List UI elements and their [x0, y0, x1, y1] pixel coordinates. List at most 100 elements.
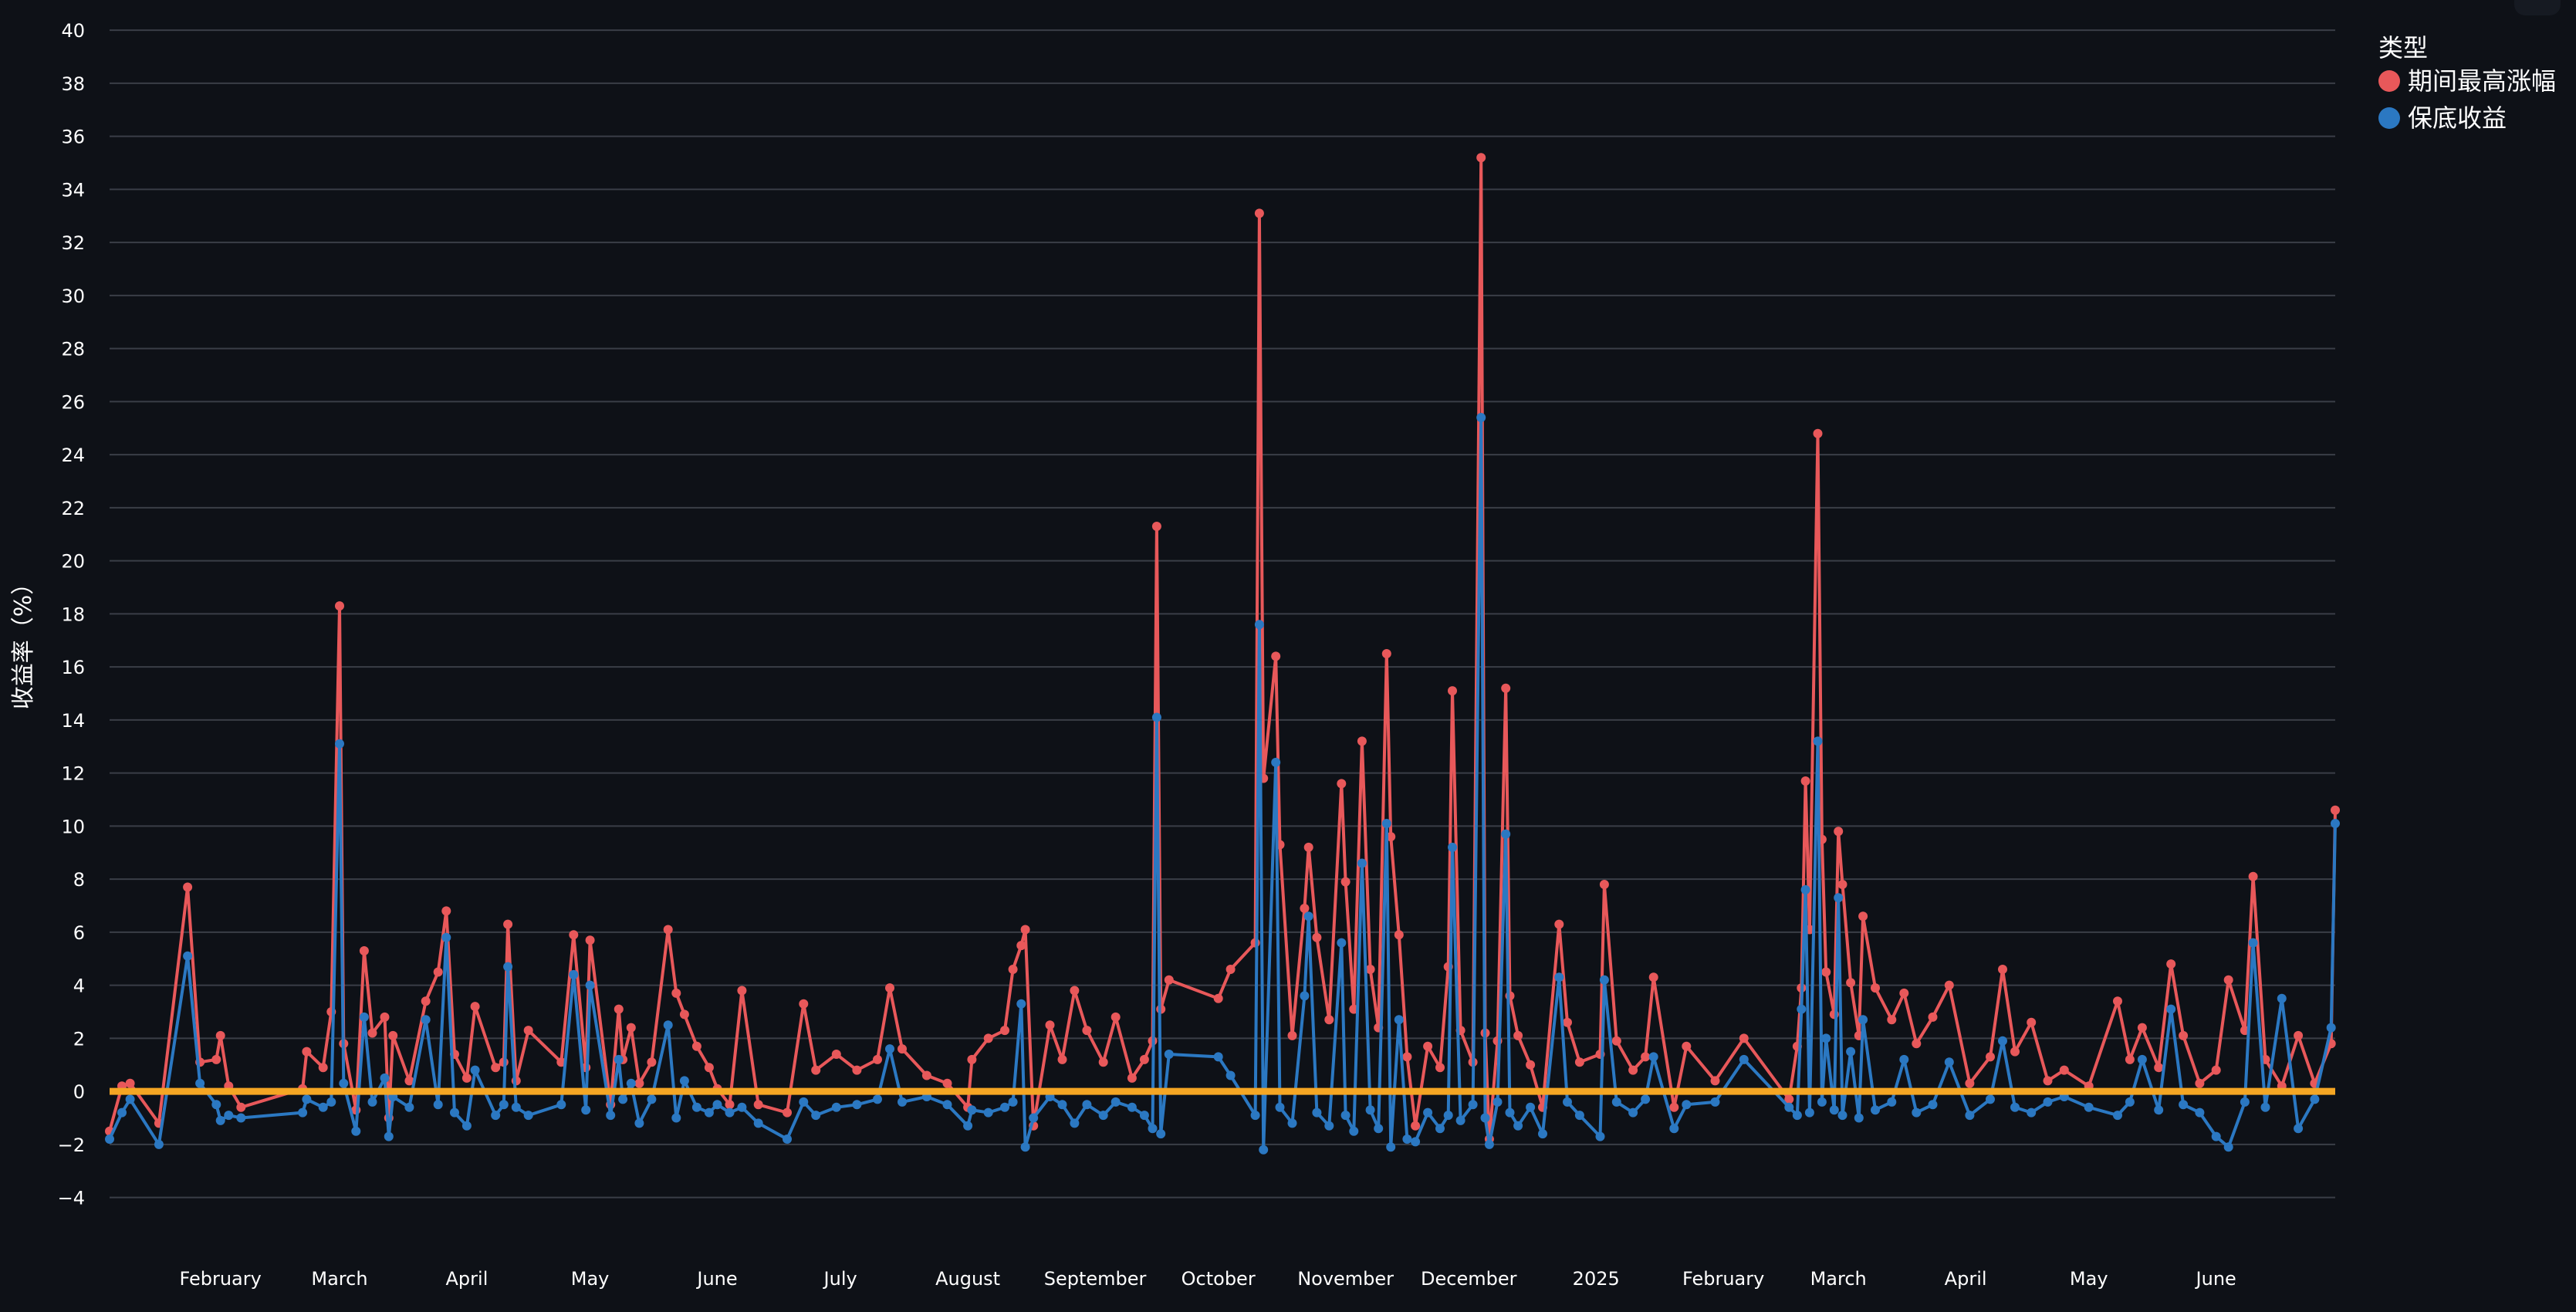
- data-point[interactable]: [1259, 1145, 1269, 1155]
- data-point[interactable]: [942, 1100, 952, 1110]
- data-point[interactable]: [359, 1012, 369, 1022]
- data-point[interactable]: [1164, 1050, 1174, 1059]
- data-point[interactable]: [852, 1100, 862, 1110]
- data-point[interactable]: [2010, 1102, 2020, 1112]
- data-point[interactable]: [195, 1078, 205, 1088]
- data-point[interactable]: [1986, 1094, 1995, 1104]
- data-point[interactable]: [1381, 819, 1391, 828]
- chart-menu-button[interactable]: [2514, 0, 2561, 15]
- data-point[interactable]: [1151, 712, 1161, 722]
- data-point[interactable]: [1127, 1102, 1137, 1112]
- data-point[interactable]: [1628, 1107, 1638, 1118]
- data-point[interactable]: [1312, 932, 1322, 942]
- data-point[interactable]: [1476, 413, 1486, 422]
- data-point[interactable]: [1858, 911, 1868, 921]
- data-point[interactable]: [318, 1102, 328, 1112]
- data-point[interactable]: [1595, 1131, 1605, 1141]
- data-point[interactable]: [1435, 1063, 1445, 1073]
- data-point[interactable]: [1846, 978, 1856, 988]
- data-point[interactable]: [2223, 1142, 2233, 1152]
- data-point[interactable]: [1912, 1107, 1922, 1118]
- data-point[interactable]: [1669, 1124, 1679, 1134]
- data-point[interactable]: [388, 1030, 398, 1040]
- data-point[interactable]: [380, 1012, 390, 1022]
- data-point[interactable]: [831, 1050, 841, 1059]
- data-point[interactable]: [783, 1134, 792, 1144]
- data-point[interactable]: [614, 1054, 624, 1064]
- data-point[interactable]: [1784, 1102, 1794, 1112]
- data-point[interactable]: [1480, 1113, 1490, 1123]
- data-point[interactable]: [2248, 871, 2258, 881]
- data-point[interactable]: [1127, 1073, 1137, 1083]
- data-point[interactable]: [384, 1131, 394, 1141]
- data-point[interactable]: [2248, 938, 2258, 948]
- data-point[interactable]: [1476, 153, 1486, 163]
- data-point[interactable]: [1448, 842, 1457, 852]
- data-point[interactable]: [1554, 972, 1564, 982]
- data-point[interactable]: [1899, 1054, 1909, 1064]
- data-point[interactable]: [1287, 1030, 1297, 1040]
- data-point[interactable]: [1402, 1052, 1412, 1062]
- data-point[interactable]: [1710, 1076, 1720, 1086]
- data-point[interactable]: [1513, 1121, 1523, 1131]
- data-point[interactable]: [1386, 832, 1396, 842]
- data-point[interactable]: [1800, 884, 1810, 894]
- data-point[interactable]: [1912, 1039, 1922, 1049]
- data-point[interactable]: [885, 983, 894, 993]
- data-point[interactable]: [1682, 1100, 1692, 1110]
- data-point[interactable]: [873, 1094, 882, 1104]
- data-point[interactable]: [1287, 1118, 1297, 1128]
- data-point[interactable]: [1254, 620, 1264, 630]
- data-point[interactable]: [1998, 1036, 2007, 1046]
- data-point[interactable]: [1057, 1100, 1067, 1110]
- data-point[interactable]: [2179, 1030, 2189, 1040]
- data-point[interactable]: [2195, 1107, 2205, 1118]
- data-point[interactable]: [1505, 1107, 1515, 1118]
- data-point[interactable]: [799, 999, 809, 1009]
- data-point[interactable]: [967, 1105, 977, 1115]
- data-point[interactable]: [211, 1054, 221, 1064]
- data-point[interactable]: [2277, 993, 2287, 1003]
- data-point[interactable]: [1365, 965, 1375, 974]
- data-point[interactable]: [1070, 986, 1080, 996]
- data-point[interactable]: [2027, 1017, 2037, 1027]
- data-point[interactable]: [712, 1100, 722, 1110]
- data-point[interactable]: [491, 1063, 501, 1073]
- data-point[interactable]: [1381, 649, 1391, 658]
- data-point[interactable]: [704, 1107, 714, 1118]
- data-point[interactable]: [963, 1121, 973, 1131]
- data-point[interactable]: [1599, 975, 1609, 985]
- data-point[interactable]: [154, 1139, 164, 1149]
- data-point[interactable]: [1944, 1057, 1954, 1067]
- data-point[interactable]: [1020, 1142, 1030, 1152]
- data-point[interactable]: [2125, 1097, 2135, 1107]
- data-point[interactable]: [1000, 1026, 1009, 1036]
- data-point[interactable]: [421, 996, 431, 1006]
- data-point[interactable]: [1111, 1012, 1121, 1022]
- data-point[interactable]: [1871, 1105, 1880, 1115]
- data-point[interactable]: [359, 946, 369, 955]
- data-point[interactable]: [1821, 1033, 1831, 1043]
- data-point[interactable]: [2154, 1063, 2164, 1073]
- data-point[interactable]: [1899, 988, 1909, 998]
- data-point[interactable]: [1070, 1118, 1080, 1128]
- data-point[interactable]: [1501, 683, 1511, 693]
- data-point[interactable]: [2137, 1054, 2147, 1064]
- data-point[interactable]: [499, 1100, 509, 1110]
- data-point[interactable]: [811, 1111, 821, 1121]
- data-point[interactable]: [1300, 904, 1310, 913]
- data-point[interactable]: [404, 1102, 414, 1112]
- data-point[interactable]: [1423, 1107, 1433, 1118]
- data-point[interactable]: [2294, 1124, 2304, 1134]
- data-point[interactable]: [1139, 1111, 1149, 1121]
- data-point[interactable]: [1887, 1015, 1897, 1025]
- data-point[interactable]: [885, 1044, 894, 1054]
- data-point[interactable]: [1340, 877, 1351, 887]
- data-point[interactable]: [753, 1100, 763, 1110]
- data-point[interactable]: [1098, 1057, 1108, 1067]
- data-point[interactable]: [461, 1073, 472, 1083]
- data-point[interactable]: [1648, 972, 1658, 982]
- data-point[interactable]: [618, 1094, 628, 1104]
- data-point[interactable]: [450, 1107, 459, 1118]
- data-point[interactable]: [585, 935, 595, 945]
